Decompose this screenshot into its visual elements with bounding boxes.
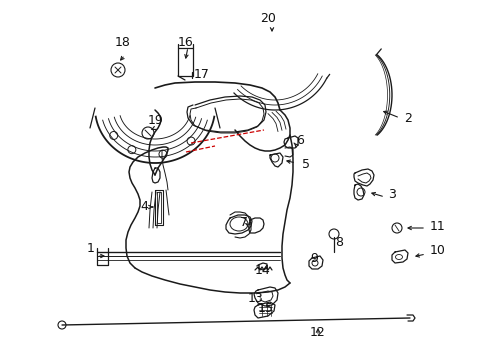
Text: 7: 7 [240,216,247,229]
Text: 10: 10 [429,244,445,257]
Text: 1: 1 [87,242,95,255]
Text: 4: 4 [140,201,148,213]
Text: 20: 20 [260,12,275,24]
Bar [178,48,193,76]
Text: 15: 15 [258,302,273,315]
Text: 18: 18 [115,36,131,49]
Text: 8: 8 [334,237,342,249]
Text: 9: 9 [309,252,317,265]
Text: 17: 17 [194,68,209,81]
Text: 14: 14 [254,264,270,276]
Text: 16: 16 [178,36,193,49]
Text: 19: 19 [148,113,163,126]
Text: 5: 5 [302,158,309,171]
Text: 3: 3 [387,189,395,202]
Text: 6: 6 [295,134,303,147]
Text: 13: 13 [247,292,263,305]
Text: 11: 11 [429,220,445,233]
Text: 12: 12 [309,327,325,339]
Text: 2: 2 [403,112,411,125]
